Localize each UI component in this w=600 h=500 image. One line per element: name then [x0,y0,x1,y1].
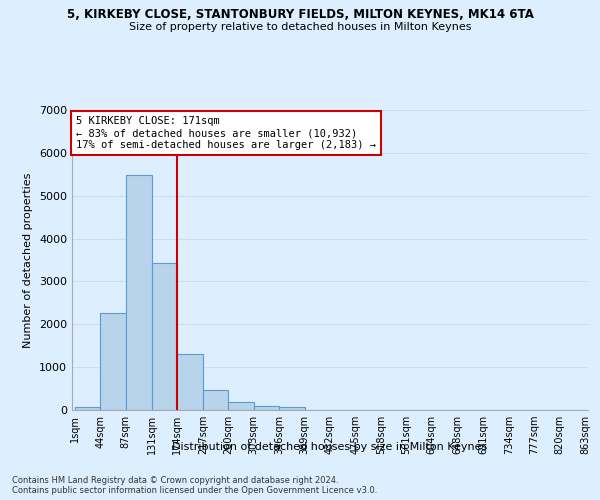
Text: Size of property relative to detached houses in Milton Keynes: Size of property relative to detached ho… [129,22,471,32]
Bar [178,354,203,410]
Text: 5, KIRKEBY CLOSE, STANTONBURY FIELDS, MILTON KEYNES, MK14 6TA: 5, KIRKEBY CLOSE, STANTONBURY FIELDS, MI… [67,8,533,20]
Bar [126,175,152,410]
Bar [203,390,228,410]
Text: Distribution of detached houses by size in Milton Keynes: Distribution of detached houses by size … [172,442,488,452]
Bar [279,408,305,410]
Text: Contains HM Land Registry data © Crown copyright and database right 2024.
Contai: Contains HM Land Registry data © Crown c… [12,476,377,495]
Bar [228,402,254,410]
Y-axis label: Number of detached properties: Number of detached properties [23,172,34,348]
Bar [152,262,178,410]
Bar [254,406,279,410]
Bar [100,312,126,410]
Text: 5 KIRKEBY CLOSE: 171sqm
← 83% of detached houses are smaller (10,932)
17% of sem: 5 KIRKEBY CLOSE: 171sqm ← 83% of detache… [76,116,376,150]
Bar [75,407,100,410]
